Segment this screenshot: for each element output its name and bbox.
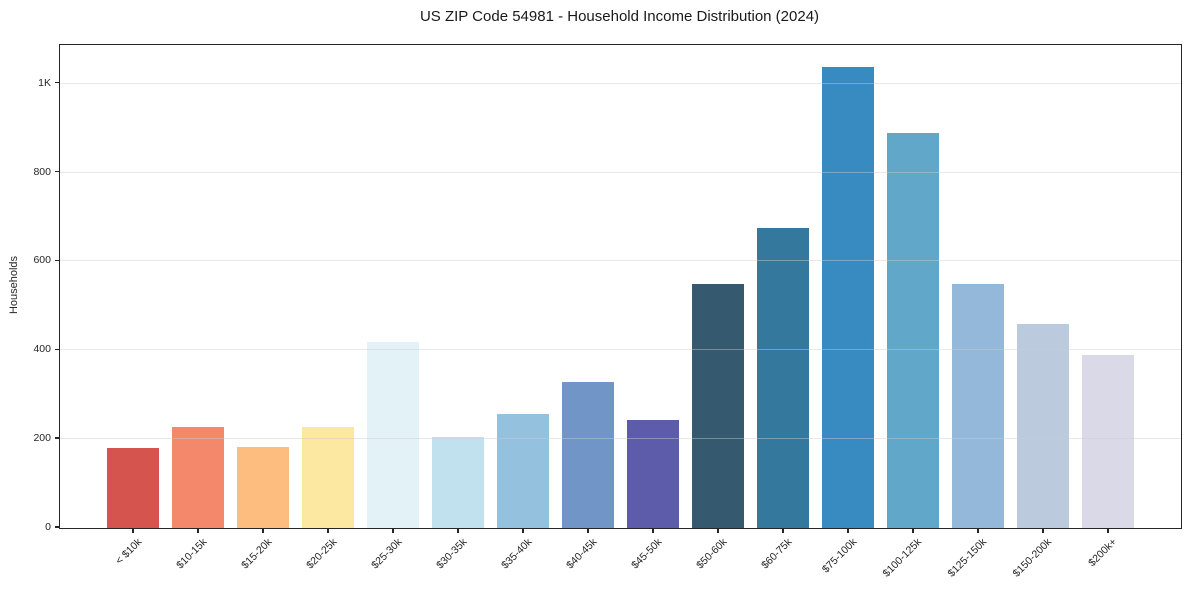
x-tick-label: $35-40k xyxy=(499,536,535,572)
x-tick-label: $20-25k xyxy=(304,536,340,572)
bar-150-200k xyxy=(1017,323,1069,528)
chart-title: US ZIP Code 54981 - Household Income Dis… xyxy=(419,8,820,25)
bar-20-25k xyxy=(302,427,354,528)
x-tick-mark xyxy=(847,528,849,533)
x-tick-label: $25-30k xyxy=(369,536,405,572)
x-tick-label: $75-100k xyxy=(820,536,860,576)
bar-35-40k xyxy=(497,414,549,528)
x-tick-label: $125-150k xyxy=(945,536,990,580)
y-tick-label: 400 xyxy=(33,343,51,356)
x-tick-mark xyxy=(457,528,459,533)
x-tick-mark xyxy=(327,528,329,533)
y-tick-mark xyxy=(55,170,59,173)
y-tick-label: 800 xyxy=(33,165,51,178)
bar-100-125k xyxy=(887,132,939,528)
x-tick-mark xyxy=(977,528,979,533)
x-tick-label: $15-20k xyxy=(239,536,275,572)
bar-75-100k xyxy=(822,66,874,528)
x-tick-label: $30-35k xyxy=(434,536,470,572)
x-tick-mark xyxy=(1042,528,1044,533)
y-tick-label: 0 xyxy=(45,521,51,533)
x-tick-mark xyxy=(197,528,199,533)
x-tick-mark xyxy=(587,528,589,533)
x-tick-mark xyxy=(392,528,394,533)
bar-45-50k xyxy=(627,420,679,528)
y-tick-mark xyxy=(55,81,59,84)
x-tick-mark xyxy=(717,528,719,533)
x-tick-mark xyxy=(522,528,524,533)
x-tick-mark xyxy=(652,528,654,533)
x-tick-label: $60-75k xyxy=(759,536,795,572)
bar-125-150k xyxy=(952,283,1004,528)
bar-40-45k xyxy=(562,382,614,528)
x-tick-mark xyxy=(782,528,784,533)
bars-layer xyxy=(60,45,1181,528)
bar-60-75k xyxy=(757,227,809,528)
bar-200k xyxy=(1082,354,1134,528)
bar-30-35k xyxy=(432,436,484,528)
y-tick-mark xyxy=(55,526,59,528)
y-tick-mark xyxy=(55,437,59,439)
bar-50-60k xyxy=(692,283,744,528)
x-tick-label: $200k+ xyxy=(1086,536,1120,570)
y-tick-label: 1K xyxy=(38,76,51,89)
x-tick-label: $10-15k xyxy=(174,536,210,572)
x-tick-label: $50-60k xyxy=(694,536,730,572)
x-tick-label: $150-200k xyxy=(1010,536,1055,580)
y-tick-label: 600 xyxy=(33,254,51,267)
y-tick-mark xyxy=(55,348,59,350)
x-tick-mark xyxy=(262,528,264,533)
x-tick-mark xyxy=(912,528,914,533)
plot-area xyxy=(59,44,1182,529)
bar-25-30k xyxy=(367,342,419,528)
x-tick-mark xyxy=(132,528,134,533)
x-tick-label: $45-50k xyxy=(629,536,665,572)
y-tick-label: 200 xyxy=(33,432,51,445)
y-tick-mark xyxy=(55,259,59,262)
x-tick-label: $100-125k xyxy=(880,536,925,580)
bar-10-15k xyxy=(172,426,224,528)
bar-15-20k xyxy=(237,447,289,528)
x-tick-label: $40-45k xyxy=(564,536,600,572)
bar-10k xyxy=(107,448,159,528)
x-tick-label: < $10k xyxy=(113,536,145,567)
x-tick-mark xyxy=(1107,528,1109,533)
